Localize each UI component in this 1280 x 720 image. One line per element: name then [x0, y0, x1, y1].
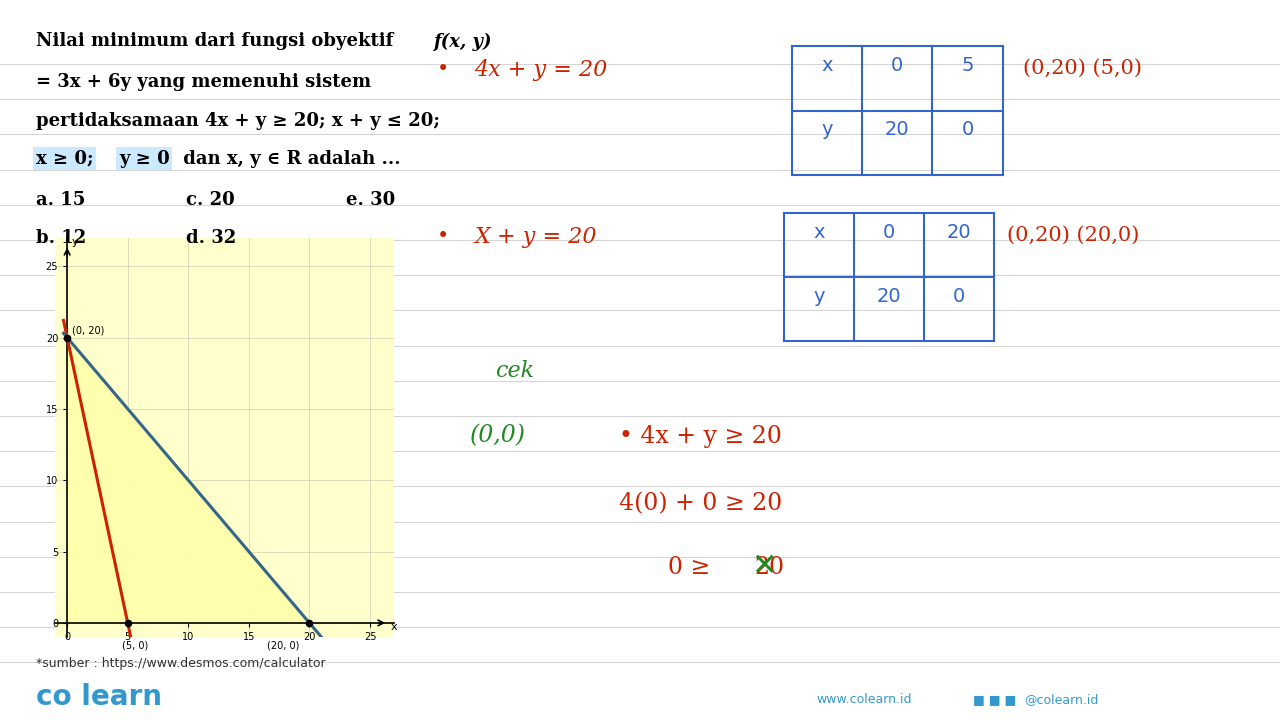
Text: cek: cek	[495, 361, 534, 382]
Text: a. 15: a. 15	[36, 191, 86, 209]
Polygon shape	[67, 338, 310, 623]
Text: x: x	[822, 56, 833, 75]
Text: y: y	[72, 237, 78, 247]
Text: 5: 5	[961, 56, 974, 75]
Text: @colearn.id: @colearn.id	[1024, 693, 1098, 706]
Text: 0: 0	[954, 287, 965, 306]
Text: y: y	[822, 120, 833, 139]
Text: b. 12: b. 12	[36, 229, 86, 247]
Text: (0,0): (0,0)	[470, 425, 526, 448]
Text: 20: 20	[877, 287, 901, 306]
Text: dan x, y ∈ R adalah ...: dan x, y ∈ R adalah ...	[177, 150, 401, 168]
Text: 20: 20	[755, 556, 785, 579]
Text: f(x, y): f(x, y)	[433, 32, 492, 50]
Text: d. 32: d. 32	[186, 229, 236, 247]
Text: co learn: co learn	[36, 683, 161, 711]
Text: 0 ≥: 0 ≥	[668, 556, 710, 579]
Text: ✕: ✕	[751, 553, 776, 582]
Text: •: •	[436, 59, 449, 79]
Text: 4x + y = 20: 4x + y = 20	[474, 59, 608, 81]
Text: y ≥ 0: y ≥ 0	[119, 150, 170, 168]
Text: 20: 20	[947, 222, 972, 242]
Text: (0,20) (5,0): (0,20) (5,0)	[1023, 59, 1142, 78]
Text: x: x	[390, 622, 397, 632]
Text: 0: 0	[891, 56, 904, 75]
Text: ■ ■ ■: ■ ■ ■	[973, 693, 1016, 706]
Text: (0, 20): (0, 20)	[72, 325, 105, 336]
Text: y: y	[813, 287, 824, 306]
Text: x ≥ 0;: x ≥ 0;	[36, 150, 93, 168]
Text: (5, 0): (5, 0)	[122, 641, 148, 651]
Text: X + y = 20: X + y = 20	[474, 226, 596, 248]
Text: e. 30: e. 30	[346, 191, 394, 209]
Text: Nilai minimum dari fungsi obyektif: Nilai minimum dari fungsi obyektif	[36, 32, 399, 50]
Text: (20, 0): (20, 0)	[268, 641, 300, 651]
Text: 4(0) + 0 ≥ 20: 4(0) + 0 ≥ 20	[618, 492, 782, 515]
Text: (0,20) (20,0): (0,20) (20,0)	[1007, 226, 1139, 245]
Text: *sumber : https://www.desmos.com/calculator: *sumber : https://www.desmos.com/calcula…	[36, 657, 325, 670]
Text: • 4x + y ≥ 20: • 4x + y ≥ 20	[618, 425, 782, 448]
Text: pertidaksamaan 4x + y ≥ 20; x + y ≤ 20;: pertidaksamaan 4x + y ≥ 20; x + y ≤ 20;	[36, 112, 440, 130]
Text: •: •	[436, 226, 449, 246]
Text: 0: 0	[883, 222, 895, 242]
Text: c. 20: c. 20	[186, 191, 234, 209]
Text: 20: 20	[884, 120, 910, 139]
Text: x: x	[813, 222, 824, 242]
Text: 0: 0	[961, 120, 974, 139]
Text: www.colearn.id: www.colearn.id	[817, 693, 913, 706]
Text: = 3x + 6y yang memenuhi sistem: = 3x + 6y yang memenuhi sistem	[36, 73, 371, 91]
